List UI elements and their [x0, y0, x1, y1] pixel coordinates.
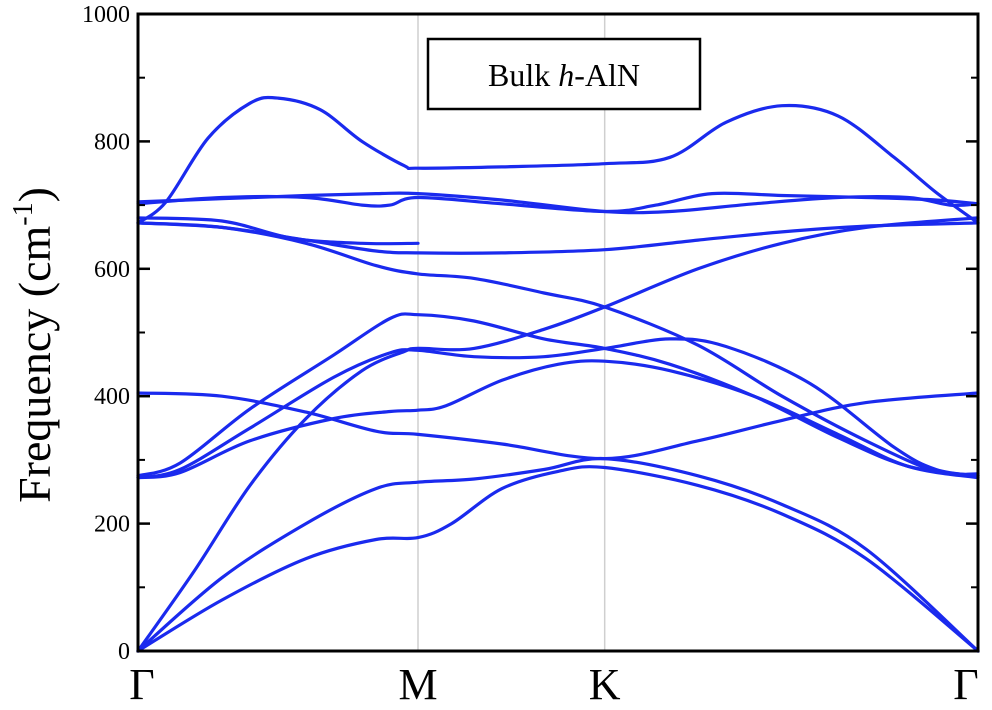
phonon-band-1: [136, 465, 980, 653]
phonon-band-3: [136, 216, 980, 653]
phonon-band-9: [136, 221, 980, 255]
legend-italic: h: [558, 57, 574, 93]
phonon-band-7: [136, 312, 980, 478]
phonon-band-6: [136, 337, 980, 480]
legend-prefix: Bulk: [488, 57, 558, 93]
y-tick-label: 800: [94, 129, 130, 155]
phonon-band-13: [136, 95, 980, 225]
legend-label: Bulk h-AlN: [488, 57, 640, 93]
y-axis-title-main: Frequency (cm: [9, 226, 60, 503]
y-axis-title: Frequency (cm-1): [8, 187, 60, 503]
phonon-band-5: [136, 359, 980, 480]
legend-suffix: -AlN: [574, 57, 640, 93]
y-axis-title-sup: -1: [8, 202, 39, 225]
y-tick-label: 400: [94, 384, 130, 410]
phonon-band-10: [136, 216, 420, 246]
y-tick-label: 600: [94, 257, 130, 283]
y-axis-ticks: 0 200 400 600 800 1000: [82, 2, 978, 665]
kpoint-label-3: Γ: [953, 660, 978, 709]
phonon-bands: [136, 95, 980, 653]
high-symmetry-gridlines: [417, 14, 606, 651]
kpoint-label-0: Γ: [129, 660, 154, 709]
kpoint-label-2: K: [589, 660, 621, 709]
legend-box: Bulk h-AlN: [426, 37, 702, 111]
phonon-band-8: [136, 221, 980, 477]
legend-frame: [426, 37, 702, 111]
phonon-band-12: [136, 191, 980, 215]
kpoint-label-1: M: [398, 660, 437, 709]
phonon-band-2: [136, 456, 980, 653]
y-tick-label: 0: [118, 639, 130, 665]
y-tick-label: 1000: [82, 2, 130, 28]
y-axis-title-close: ): [9, 187, 60, 202]
phonon-band-4: [136, 391, 980, 461]
y-tick-label: 200: [94, 512, 130, 538]
